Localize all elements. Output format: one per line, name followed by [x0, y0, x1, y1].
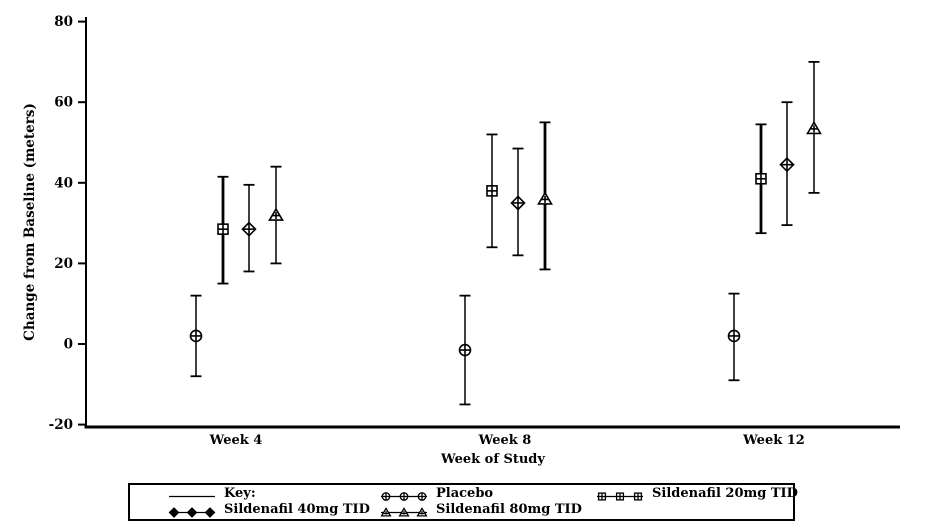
- key-line-sample: [168, 488, 216, 501]
- svg-text:80: 80: [54, 14, 73, 30]
- x-axis-ticks: Week 4 Week 8 Week 12: [209, 433, 805, 448]
- legend-item-sildenafil-20mg: Sildenafil 20mg TID: [596, 486, 798, 502]
- triangle-marker-icon: [380, 504, 428, 517]
- y-axis-ticks: -20 0 20 40 60 80: [49, 14, 86, 433]
- legend-key-label: Key:: [224, 486, 256, 501]
- legend-item-placebo: Placebo: [380, 486, 493, 502]
- svg-text:Week 4: Week 4: [209, 433, 263, 448]
- legend-item-sildenafil-80mg: Sildenafil 80mg TID: [380, 502, 582, 518]
- y-axis-label: Change from Baseline (meters): [22, 103, 38, 341]
- legend-sildenafil-40mg-label: Sildenafil 40mg TID: [224, 502, 370, 517]
- legend-sildenafil-20mg-label: Sildenafil 20mg TID: [652, 486, 798, 501]
- svg-text:-20: -20: [49, 417, 73, 433]
- legend-sildenafil-80mg-label: Sildenafil 80mg TID: [436, 502, 582, 517]
- svg-text:Week 12: Week 12: [742, 433, 805, 448]
- circle-marker-icon: [380, 488, 428, 501]
- legend: Key: Placebo Sildenafil 20mg TID Sildena…: [128, 483, 798, 521]
- diamond-marker-icon: [168, 504, 216, 518]
- series-placebo: [189, 292, 741, 406]
- svg-text:20: 20: [54, 256, 73, 272]
- chart-svg: -20 0 20 40 60 80 Week 4 Week 8 Week 12: [49, 14, 900, 448]
- legend-item-key: Key:: [168, 486, 256, 502]
- square-marker-icon: [596, 488, 644, 501]
- svg-text:Week 8: Week 8: [478, 433, 532, 448]
- legend-placebo-label: Placebo: [436, 486, 494, 501]
- x-axis-label: Week of Study: [441, 452, 545, 467]
- series-sildenafil-40mg-tid: [241, 101, 795, 273]
- svg-text:60: 60: [54, 95, 73, 111]
- series-sildenafil-20mg-tid: [217, 123, 767, 285]
- series-sildenafil-80mg-tid: [268, 61, 822, 271]
- axes: [84, 17, 900, 429]
- svg-text:0: 0: [64, 337, 73, 353]
- legend-item-sildenafil-40mg: Sildenafil 40mg TID: [168, 502, 370, 518]
- svg-text:40: 40: [54, 175, 73, 191]
